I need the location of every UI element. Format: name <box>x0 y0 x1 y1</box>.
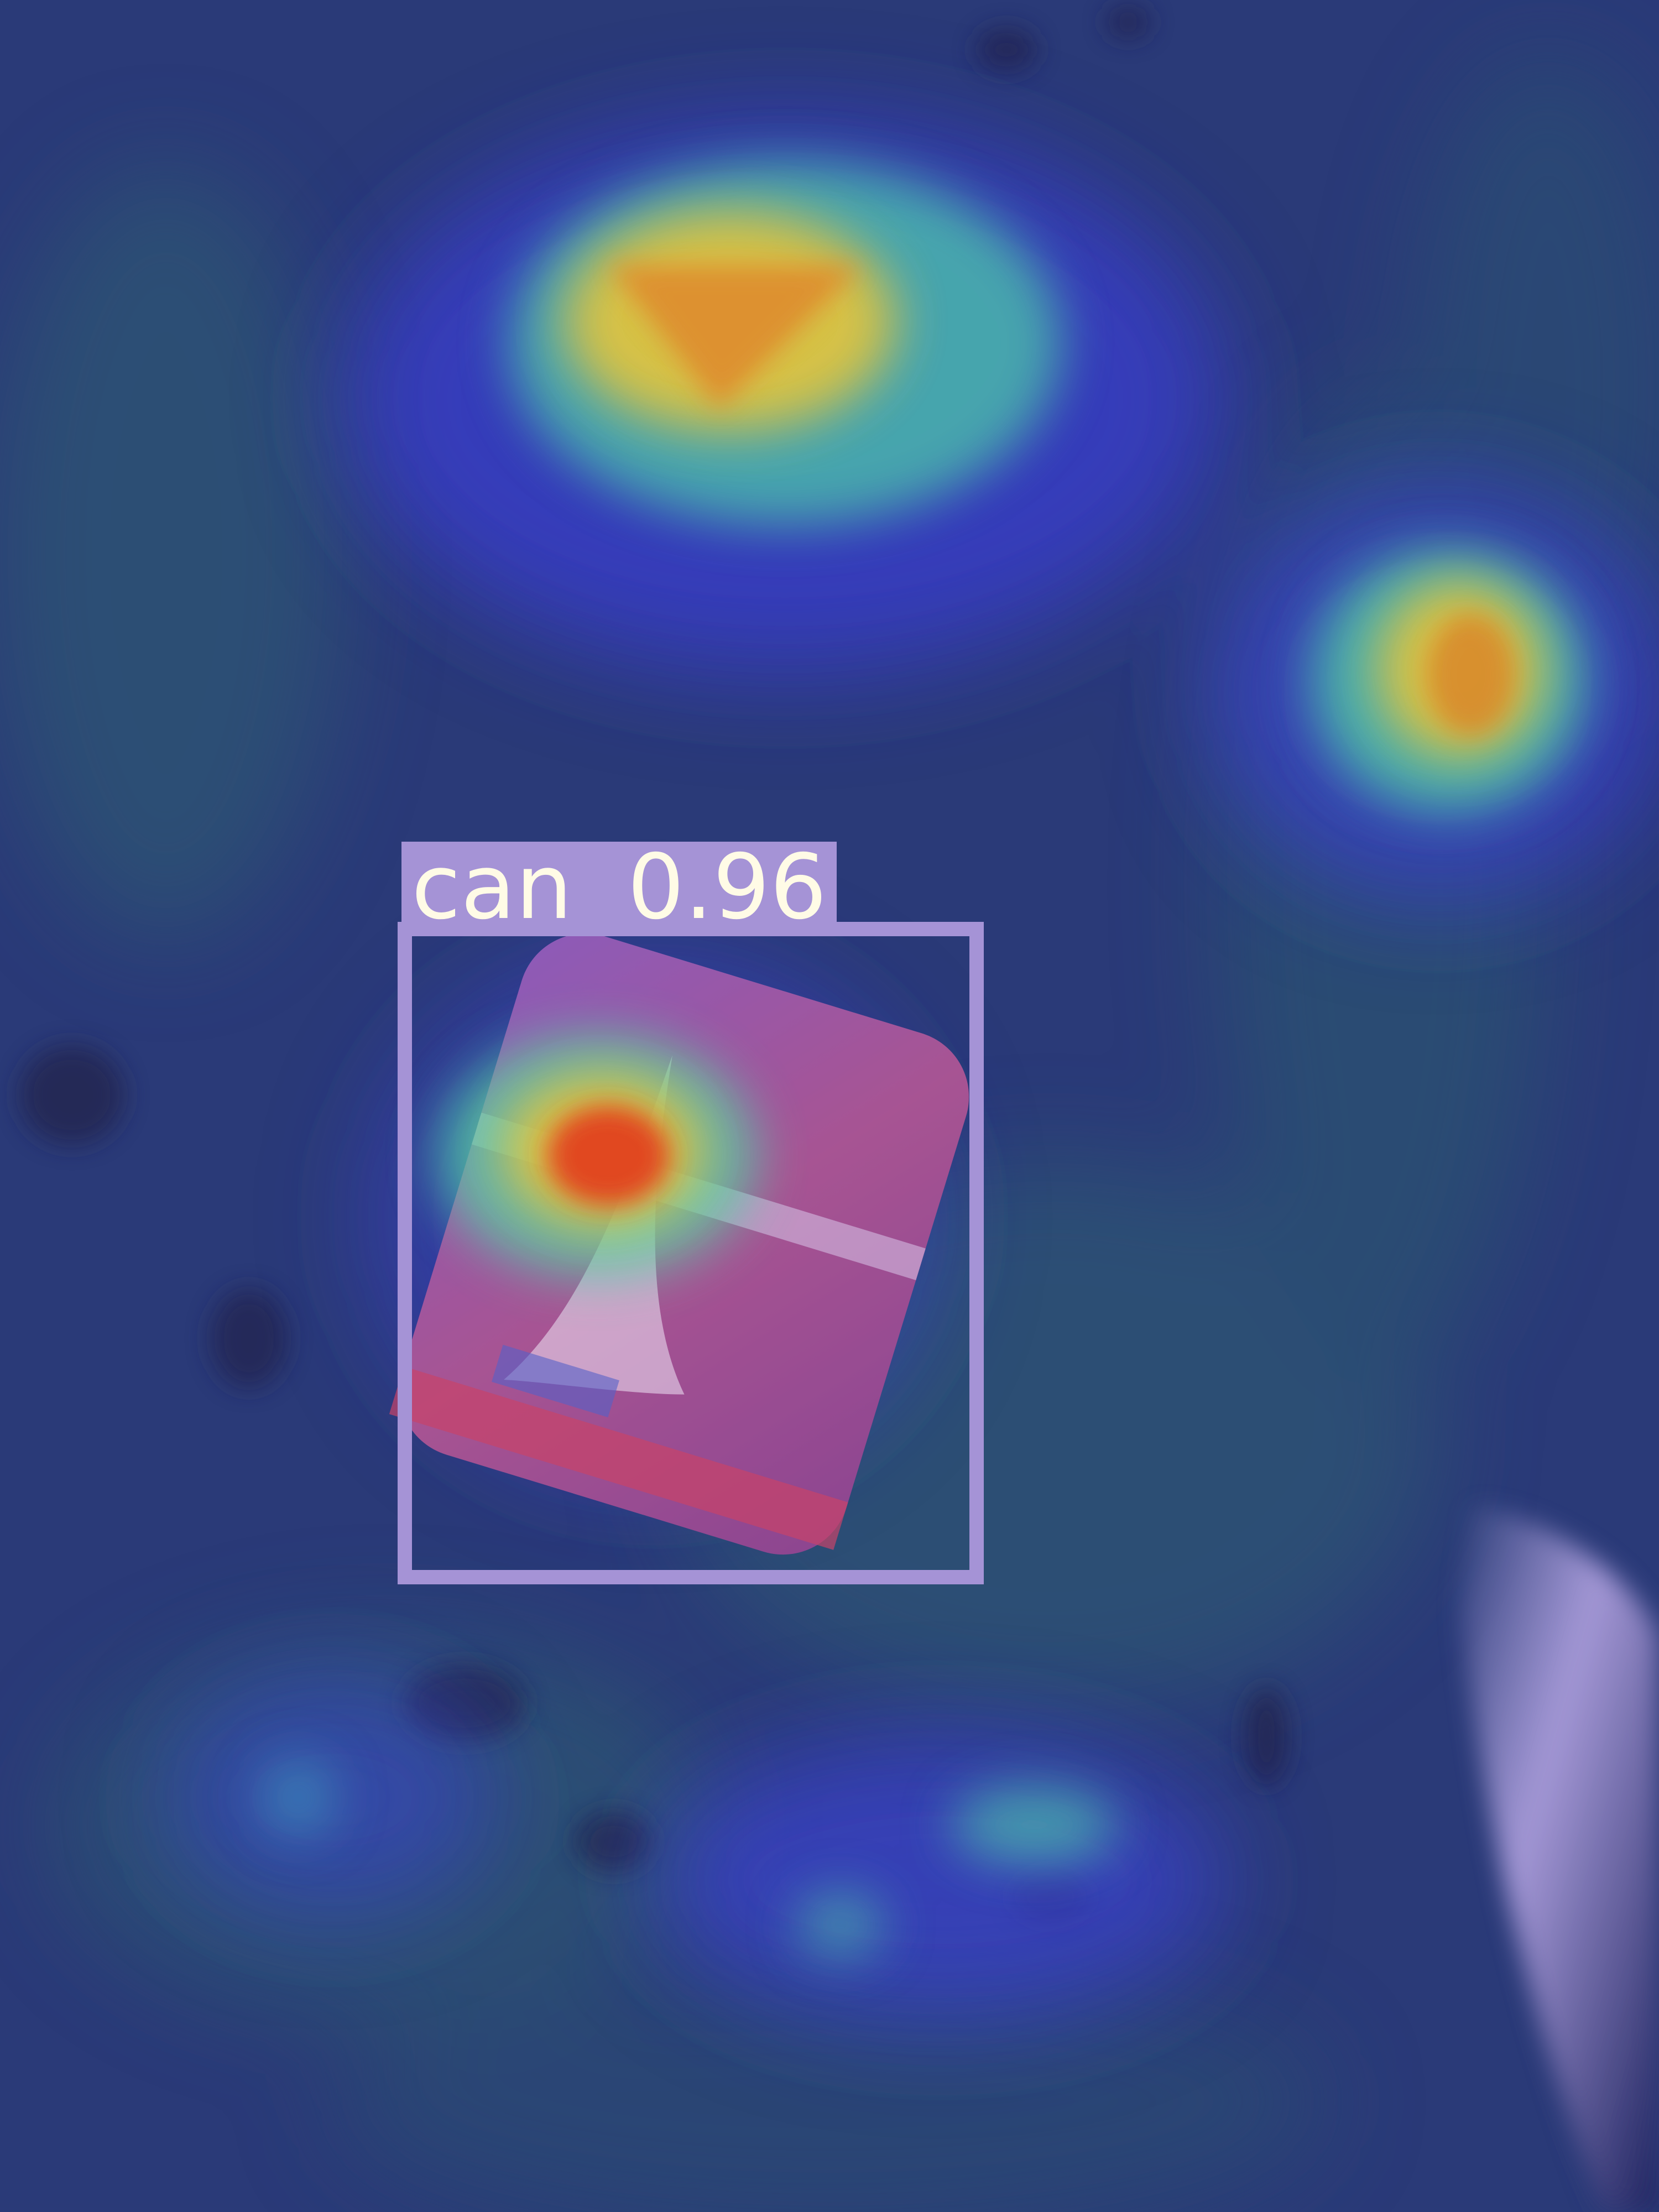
heat-spot-right <box>1311 547 1587 813</box>
motion-blur-streak <box>1460 1504 1659 2212</box>
heat-spot-top <box>509 160 1062 525</box>
heat-spot-can <box>437 1034 758 1277</box>
heat-glints-bottom <box>260 1759 1117 1958</box>
detection-label: can 0.96 <box>401 842 837 933</box>
detection-confidence: 0.96 <box>627 836 827 940</box>
detection-class: can <box>411 836 573 940</box>
